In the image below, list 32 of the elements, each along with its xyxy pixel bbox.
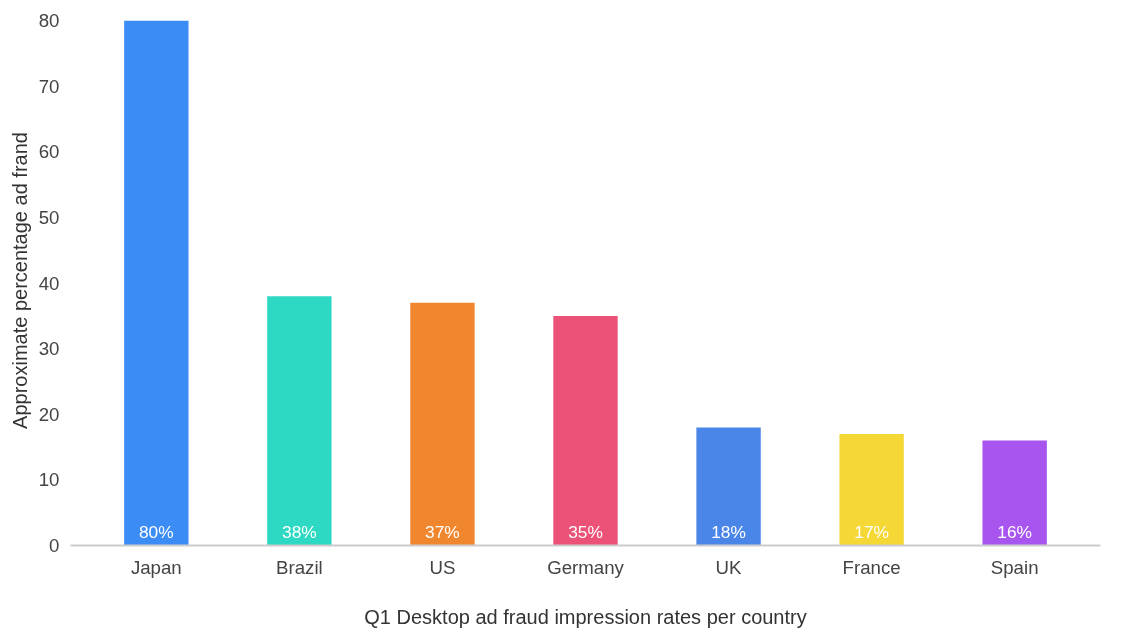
bar [839, 433, 904, 546]
y-axis-title: Approximate percentage ad frand [8, 132, 31, 429]
data-label: 37% [425, 521, 460, 542]
data-label: 17% [854, 521, 889, 542]
y-tick-label: 80 [38, 10, 60, 32]
data-label: 80% [138, 521, 174, 542]
bar [124, 20, 189, 546]
data-label: 35% [568, 521, 603, 542]
bar [982, 440, 1047, 546]
x-tick-label: UK [715, 556, 743, 578]
y-tick-label: 20 [38, 403, 60, 425]
bar [696, 427, 761, 546]
y-tick-label: 0 [49, 535, 60, 556]
y-tick-label: 30 [38, 338, 60, 360]
y-tick-label: 50 [38, 207, 60, 229]
data-label: 18% [711, 521, 746, 542]
x-tick-label: Brazil [276, 556, 323, 578]
data-label: 38% [282, 521, 317, 542]
data-label: 16% [997, 521, 1033, 542]
y-tick-label: 40 [38, 272, 60, 294]
y-tick-label: 60 [38, 141, 60, 163]
x-axis-title: Q1 Desktop ad fraud impression rates per country [364, 605, 807, 628]
bar [267, 296, 332, 546]
x-tick-label: France [842, 556, 901, 578]
x-tick-label: Germany [547, 556, 625, 578]
x-tick-label: Spain [990, 556, 1039, 578]
y-tick-label: 10 [38, 469, 60, 491]
x-tick-label: Japan [130, 556, 182, 578]
x-tick-label: US [429, 556, 456, 578]
bar [553, 315, 618, 546]
bar [410, 302, 475, 546]
y-tick-label: 70 [38, 75, 60, 97]
